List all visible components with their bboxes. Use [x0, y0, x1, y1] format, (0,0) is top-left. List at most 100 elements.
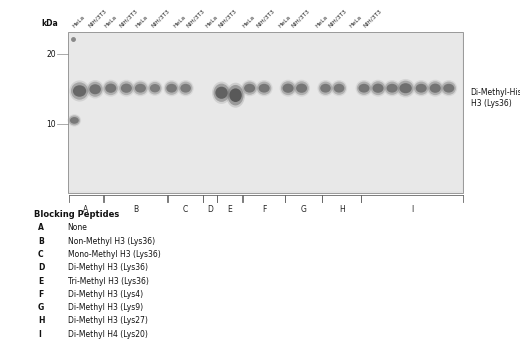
Text: Di-Methyl-Histone
H3 (Lys36): Di-Methyl-Histone H3 (Lys36) [471, 88, 520, 108]
Text: NIH/3T3: NIH/3T3 [327, 8, 347, 29]
Ellipse shape [427, 80, 444, 97]
Text: G: G [301, 205, 307, 214]
Ellipse shape [166, 84, 177, 93]
Ellipse shape [256, 80, 272, 96]
Ellipse shape [69, 116, 80, 125]
Ellipse shape [334, 84, 344, 93]
Text: Di-Methyl H3 (Lys27): Di-Methyl H3 (Lys27) [68, 316, 148, 326]
Text: E: E [227, 205, 232, 214]
Ellipse shape [320, 84, 331, 93]
Ellipse shape [163, 80, 180, 96]
Text: HeLa: HeLa [277, 14, 292, 29]
Ellipse shape [177, 80, 194, 96]
Ellipse shape [372, 84, 384, 93]
Ellipse shape [317, 80, 334, 96]
Text: NIH/3T3: NIH/3T3 [87, 8, 108, 29]
Text: HeLa: HeLa [103, 14, 118, 29]
Ellipse shape [105, 84, 116, 93]
Ellipse shape [441, 82, 456, 95]
Ellipse shape [244, 84, 255, 93]
Ellipse shape [281, 81, 295, 95]
Ellipse shape [443, 84, 454, 93]
Ellipse shape [121, 84, 132, 93]
Text: A: A [83, 205, 88, 214]
Text: HeLa: HeLa [315, 14, 329, 29]
Ellipse shape [212, 82, 231, 104]
Text: 20: 20 [46, 50, 56, 59]
Ellipse shape [319, 82, 332, 95]
Text: Di-Methyl H3 (Lys36): Di-Methyl H3 (Lys36) [68, 263, 148, 272]
Text: I: I [411, 205, 413, 214]
Text: HeLa: HeLa [134, 14, 149, 29]
Text: 10: 10 [46, 120, 56, 129]
Ellipse shape [399, 83, 412, 93]
Bar [69, 33, 462, 191]
Text: C: C [183, 205, 188, 214]
Text: Blocking Peptides: Blocking Peptides [34, 210, 119, 219]
Bar [68, 32, 463, 193]
Ellipse shape [413, 80, 430, 96]
Ellipse shape [89, 84, 101, 94]
Ellipse shape [428, 81, 443, 95]
Text: H: H [339, 205, 345, 214]
Text: NIH/3T3: NIH/3T3 [362, 8, 382, 29]
Ellipse shape [386, 84, 398, 93]
Text: C: C [38, 250, 44, 259]
Text: HeLa: HeLa [349, 14, 363, 29]
Ellipse shape [242, 82, 257, 95]
Ellipse shape [384, 80, 400, 96]
Ellipse shape [86, 80, 104, 98]
Ellipse shape [180, 84, 191, 93]
Text: kDa: kDa [41, 19, 58, 28]
Ellipse shape [165, 82, 178, 95]
Ellipse shape [371, 81, 385, 95]
Text: H: H [38, 316, 45, 326]
Ellipse shape [70, 80, 90, 101]
Ellipse shape [88, 82, 102, 97]
Ellipse shape [68, 114, 81, 127]
Ellipse shape [228, 85, 243, 105]
Ellipse shape [241, 80, 258, 96]
Ellipse shape [280, 80, 296, 97]
Text: NIH/3T3: NIH/3T3 [290, 8, 310, 29]
Ellipse shape [147, 80, 163, 96]
Text: F: F [38, 290, 43, 299]
Text: HeLa: HeLa [204, 14, 219, 29]
Ellipse shape [179, 82, 192, 95]
Text: Mono-Methyl H3 (Lys36): Mono-Methyl H3 (Lys36) [68, 250, 160, 259]
Text: NIH/3T3: NIH/3T3 [217, 8, 237, 29]
Text: NIH/3T3: NIH/3T3 [185, 8, 205, 29]
Ellipse shape [293, 80, 310, 97]
Ellipse shape [132, 80, 149, 96]
Ellipse shape [148, 82, 162, 94]
Ellipse shape [430, 84, 441, 93]
Text: E: E [38, 276, 43, 286]
Ellipse shape [102, 80, 119, 97]
Ellipse shape [332, 82, 346, 95]
Ellipse shape [229, 88, 242, 102]
Ellipse shape [215, 87, 228, 99]
Text: D: D [207, 205, 213, 214]
Text: Non-Methyl H3 (Lys36): Non-Methyl H3 (Lys36) [68, 237, 155, 246]
Text: G: G [38, 303, 44, 312]
Ellipse shape [226, 83, 245, 108]
Text: NIH/3T3: NIH/3T3 [119, 8, 139, 29]
Ellipse shape [103, 81, 118, 95]
Text: I: I [38, 330, 41, 339]
Text: Di-Methyl H3 (Lys9): Di-Methyl H3 (Lys9) [68, 303, 142, 312]
Ellipse shape [358, 84, 370, 93]
Text: Tri-Methyl H3 (Lys36): Tri-Methyl H3 (Lys36) [68, 276, 149, 286]
Text: B: B [38, 237, 44, 246]
Ellipse shape [440, 80, 457, 96]
Ellipse shape [214, 84, 229, 102]
Text: Di-Methyl H3 (Lys4): Di-Methyl H3 (Lys4) [68, 290, 142, 299]
Text: HeLa: HeLa [72, 14, 86, 29]
Text: None: None [68, 223, 87, 232]
Ellipse shape [258, 84, 270, 93]
Ellipse shape [118, 80, 135, 97]
Ellipse shape [133, 82, 148, 95]
Ellipse shape [119, 81, 134, 95]
Ellipse shape [135, 84, 146, 93]
Ellipse shape [356, 80, 372, 96]
Text: Di-Methyl H4 (Lys20): Di-Methyl H4 (Lys20) [68, 330, 148, 339]
